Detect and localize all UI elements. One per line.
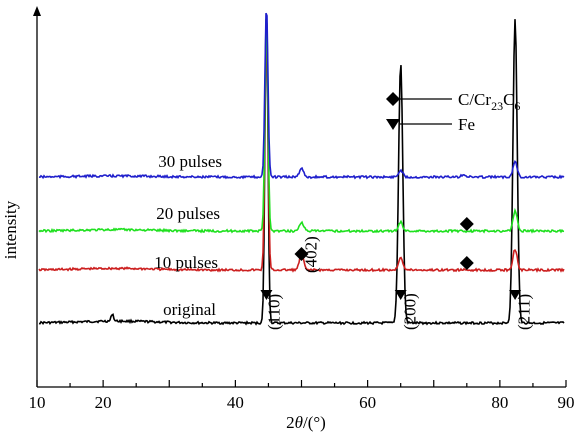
legend-entry-carbide: C/Cr23C6 <box>458 90 520 113</box>
series-label-10-pulses: 10 pulses <box>154 253 218 272</box>
marks-layer: original 10 pulses 20 pulses 30 pulses (110)… <box>154 152 533 330</box>
carbide-diamond-icon <box>294 247 309 261</box>
legend: C/Cr23C6 Fe <box>386 90 520 134</box>
hkl-label: (402) <box>301 236 320 273</box>
x-axis-label-part: /(°) <box>303 413 326 432</box>
series-line-20-pulses <box>38 19 565 234</box>
legend-diamond-icon <box>386 92 400 106</box>
x-axis-label: 2θ/(°) <box>286 413 326 432</box>
legend-label-part: C <box>503 90 514 109</box>
fe-triangle-icon <box>394 290 407 300</box>
series-label-30-pulses: 30 pulses <box>158 152 222 171</box>
axes-layer: 10 20 40 60 80 90 <box>29 6 575 412</box>
carbide-diamond-icon <box>459 256 474 270</box>
x-tick-label: 90 <box>558 393 575 412</box>
x-axis-label-part: 2 <box>286 413 295 432</box>
fe-triangle-icon <box>509 290 522 300</box>
series-label-original: original <box>163 300 216 319</box>
legend-triangle-icon <box>386 119 400 130</box>
x-tick-label: 20 <box>95 393 112 412</box>
x-tick-label: 10 <box>29 393 46 412</box>
x-tick-label: 40 <box>227 393 244 412</box>
series-line-30-pulses <box>38 12 565 180</box>
hkl-label: (110) <box>264 294 283 330</box>
series-label-20-pulses: 20 pulses <box>156 204 220 223</box>
legend-label-part: C/Cr <box>458 90 491 109</box>
series-line-original <box>38 19 565 326</box>
carbide-diamond-icon <box>459 217 474 231</box>
hkl-label: (200) <box>401 293 420 330</box>
y-axis-arrow-icon <box>33 6 41 16</box>
legend-entry-fe: Fe <box>458 115 475 134</box>
legend-label-part: 23 <box>491 99 503 113</box>
legend-label-part: 6 <box>514 99 520 113</box>
x-tick-label: 80 <box>491 393 508 412</box>
curves-layer <box>38 12 565 326</box>
series-line-10-pulses <box>38 19 565 273</box>
fe-triangle-icon <box>260 290 273 300</box>
x-axis-label-part: θ <box>295 413 303 432</box>
hkl-label: (211) <box>514 294 533 330</box>
x-tick-label: 60 <box>359 393 376 412</box>
y-axis-label: intensity <box>1 200 20 259</box>
